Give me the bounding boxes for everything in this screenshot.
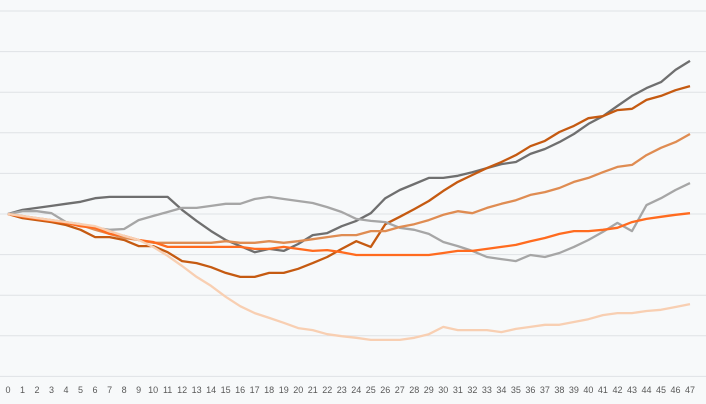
gridlines — [0, 10, 706, 377]
x-tick-label: 47 — [685, 385, 695, 395]
x-tick-label: 33 — [482, 385, 492, 395]
x-tick-label: 38 — [554, 385, 564, 395]
x-tick-label: 24 — [351, 385, 361, 395]
x-tick-label: 34 — [496, 385, 506, 395]
x-tick-label: 45 — [656, 385, 666, 395]
x-axis-tick-labels: 0 1 2 3 4 5 6 7 8 9 10 11 12 13 14 15 16 17 18 19 20 21 22 23 24… — [5, 385, 695, 395]
x-tick-label: 41 — [598, 385, 608, 395]
x-tick-label: 29 — [424, 385, 434, 395]
x-tick-label: 27 — [395, 385, 405, 395]
x-tick-label: 25 — [366, 385, 376, 395]
x-tick-label: 42 — [612, 385, 622, 395]
x-tick-label: 44 — [641, 385, 651, 395]
x-tick-label: 13 — [192, 385, 202, 395]
x-tick-label: 3 — [49, 385, 54, 395]
series-line-3 — [7, 182, 691, 263]
x-tick-label: 23 — [337, 385, 347, 395]
x-tick-label: 11 — [163, 385, 172, 395]
x-tick-label: 10 — [148, 385, 158, 395]
x-tick-label: 20 — [293, 385, 303, 395]
x-tick-label: 9 — [136, 385, 141, 395]
x-tick-label: 22 — [322, 385, 332, 395]
x-tick-label: 4 — [64, 385, 69, 395]
series-line-2 — [7, 84, 691, 279]
x-tick-label: 32 — [467, 385, 477, 395]
series-line-6 — [7, 212, 691, 342]
x-tick-label: 19 — [279, 385, 289, 395]
x-tick-label: 12 — [177, 385, 187, 395]
x-tick-label: 16 — [235, 385, 245, 395]
series-lines — [7, 59, 691, 342]
x-tick-label: 15 — [221, 385, 231, 395]
x-tick-label: 6 — [93, 385, 98, 395]
series-line-1 — [7, 59, 691, 254]
x-tick-label: 21 — [308, 385, 318, 395]
x-tick-label: 14 — [206, 385, 216, 395]
x-tick-label: 36 — [525, 385, 535, 395]
x-tick-label: 28 — [409, 385, 419, 395]
x-tick-label: 8 — [122, 385, 127, 395]
series-line-4 — [7, 132, 691, 244]
x-tick-label: 0 — [5, 385, 10, 395]
x-tick-label: 17 — [250, 385, 260, 395]
x-tick-label: 40 — [583, 385, 593, 395]
x-tick-label: 46 — [670, 385, 680, 395]
x-tick-label: 26 — [380, 385, 390, 395]
x-tick-label: 5 — [78, 385, 83, 395]
x-tick-label: 30 — [438, 385, 448, 395]
x-tick-label: 2 — [35, 385, 40, 395]
x-tick-label: 43 — [627, 385, 637, 395]
x-tick-label: 7 — [107, 385, 112, 395]
x-tick-label: 35 — [511, 385, 521, 395]
x-tick-label: 37 — [540, 385, 550, 395]
x-tick-label: 39 — [569, 385, 579, 395]
x-tick-label: 1 — [20, 385, 25, 395]
x-tick-label: 31 — [453, 385, 463, 395]
x-tick-label: 18 — [264, 385, 274, 395]
